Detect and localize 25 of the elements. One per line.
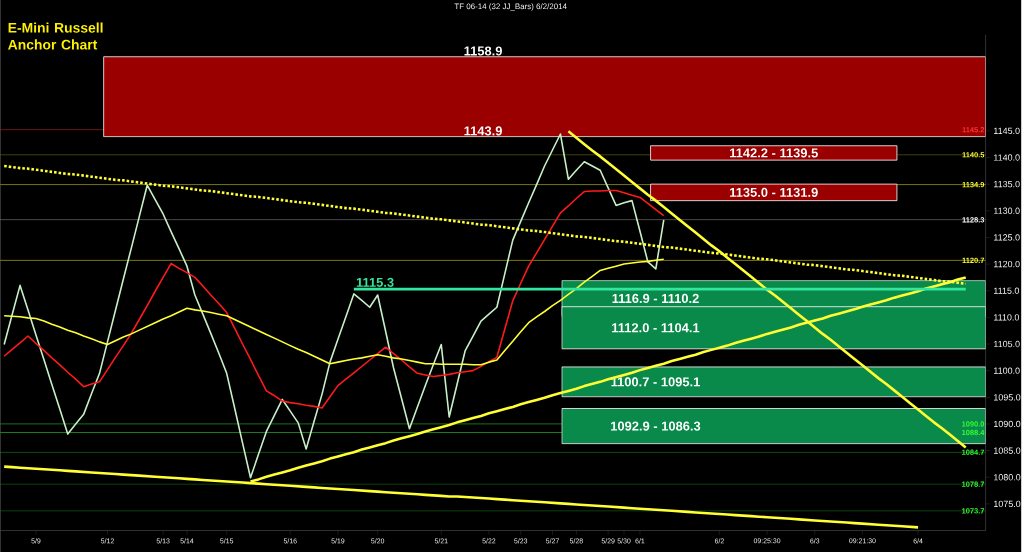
annotation: 1158.9 [464, 46, 502, 56]
y-tick-label: 1110.0 [994, 313, 1020, 321]
y-tick-label: 1115.0 [994, 287, 1020, 294]
y-tick-label: 1095.0 [994, 393, 1021, 401]
y-tick-label: 1135.0 [994, 180, 1020, 188]
y-tick-label: 1125.0 [994, 234, 1020, 241]
y-tick-label: 1105.0 [994, 340, 1020, 347]
band-label: 1100.7 - 1095.1 [611, 377, 700, 387]
y-tick-label: 1130.0 [994, 207, 1020, 214]
y-tick-label: 1120.0 [994, 260, 1020, 268]
y-tick-label: 1075.0 [994, 500, 1021, 507]
y-tick-label: 1090.0 [994, 420, 1021, 427]
band-label: 1112.0 - 1104.1 [612, 322, 700, 333]
y-tick-label: 1085.0 [994, 447, 1021, 454]
series-label: 1115.3 [356, 277, 394, 287]
y-tick-label: 1080.0 [994, 473, 1021, 481]
band-label: 1135.0 - 1131.9 [730, 187, 818, 197]
band-label: 1142.2 - 1139.5 [730, 148, 818, 158]
y-tick-label: 1145.0 [994, 127, 1020, 134]
chart-subtitle: E-Mini Russell Anchor Chart [8, 22, 103, 50]
band-label: 1116.9 - 1110.2 [612, 293, 699, 303]
band-label: 1092.9 - 1086.3 [611, 421, 701, 431]
y-tick-label: 1100.0 [994, 367, 1020, 374]
annotation: 1143.9 [464, 126, 502, 136]
y-tick-label: 1140.0 [994, 154, 1020, 161]
